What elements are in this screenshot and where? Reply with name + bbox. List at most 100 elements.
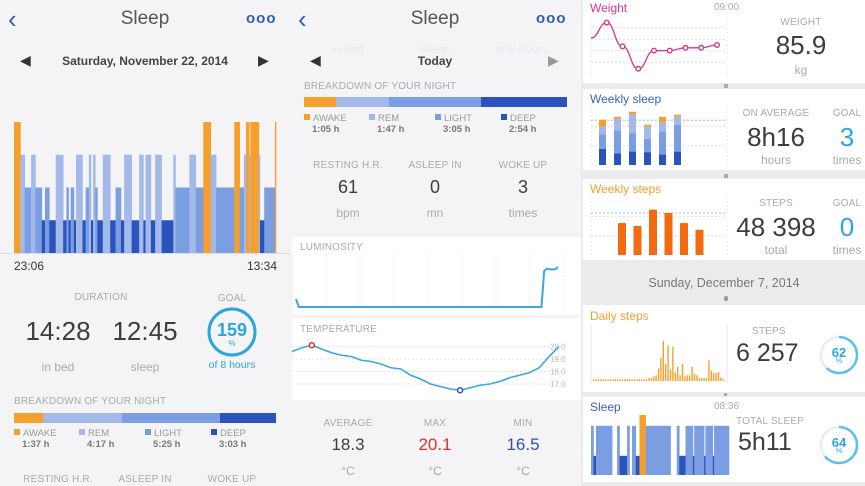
daily-steps-chart: [590, 325, 728, 383]
daily-steps-bar: [648, 378, 650, 381]
min-label: MIN: [513, 418, 533, 429]
daily-steps-bar: [595, 379, 597, 381]
weekly-sleep-bar-light: [674, 124, 681, 152]
daily-steps-title: Daily steps: [590, 309, 649, 323]
weekly-sleep-card[interactable]: Weekly sleep ON AVERAGE 8h16 hours GOAL …: [583, 89, 865, 170]
daily-steps-bar: [636, 379, 638, 381]
weight-value: 85.9: [775, 30, 827, 60]
legend-label: REM: [88, 428, 110, 439]
hypnogram-segment-light: [216, 187, 235, 253]
daily-steps-bar: [614, 379, 616, 381]
hypnogram-segment-light: [24, 187, 32, 253]
awake-swatch: [14, 429, 20, 435]
daily-steps-card[interactable]: Daily steps STEPS 6 257 62 %: [583, 305, 865, 392]
hypnogram-segment-rem: [173, 154, 176, 253]
breakdown-title: BREAKDOWN OF YOUR NIGHT: [304, 81, 457, 92]
hypnogram-segment-rem: [31, 154, 36, 253]
weekly-sleep-bar-awake: [614, 116, 621, 120]
hypnogram-segment-deep: [120, 220, 125, 253]
breakdown-segment-light: [121, 413, 221, 423]
daily-steps-bar: [703, 378, 705, 381]
daily-steps-bar: [667, 345, 669, 381]
legend-label: AWAKE: [313, 113, 347, 124]
hypnogram-segment-awake: [234, 122, 240, 253]
sleep-ring: [819, 425, 859, 465]
daily-steps-percent-sign: %: [835, 358, 843, 365]
sleep-detail-panel-left: ‹ Sleep ooo ◀ Saturday, November 22, 201…: [0, 0, 290, 486]
daily-steps-bar: [633, 379, 636, 381]
on-average-value: 8h16: [747, 122, 805, 152]
weight-point: [713, 42, 720, 49]
daily-steps-bar: [717, 371, 720, 381]
steps-unit: total: [764, 243, 788, 257]
daily-steps-percent: 62: [831, 345, 847, 360]
weekly-steps-card[interactable]: Weekly steps STEPS 48 398 total GOAL 0 t…: [583, 179, 865, 260]
hypnogram-segment-light: [645, 425, 671, 475]
asleep-in-label: ASLEEP IN: [118, 474, 172, 485]
hypnogram-segment-rem: [55, 154, 64, 253]
legend-label: LIGHT: [154, 428, 182, 439]
hypnogram-segment-rem: [139, 154, 144, 253]
more-dots-icon[interactable]: ooo: [246, 10, 277, 27]
hypnogram-segment-awake: [14, 122, 21, 253]
back-chevron-icon[interactable]: ‹: [8, 4, 17, 34]
legend-label: AWAKE: [23, 428, 57, 439]
hypnogram-segment-light: [627, 425, 630, 475]
hypnogram-segment-rem: [189, 154, 197, 253]
daily-steps-bar: [609, 379, 612, 381]
prev-day-arrow-icon[interactable]: ◀: [310, 52, 321, 68]
weekly-sleep-bar-rem: [659, 122, 666, 132]
sleep-percent-sign: %: [835, 448, 843, 455]
sleep-detail-panel-middle: ‹ Sleep ooo in bed sleep of 8 hours ◀ To…: [290, 0, 581, 486]
breakdown-segment-rem: [336, 97, 390, 107]
legend-value: 2:54 h: [509, 124, 537, 135]
steps-label: STEPS: [759, 198, 793, 209]
weekly-steps-bar: [649, 209, 657, 255]
back-chevron-icon[interactable]: ‹: [298, 4, 307, 34]
breakdown-segment-rem: [43, 413, 122, 423]
next-day-arrow-icon[interactable]: ▶: [548, 52, 559, 68]
daily-steps-bar: [701, 378, 703, 381]
end-time: 13:34: [247, 259, 278, 273]
deep-swatch: [211, 429, 217, 435]
hypnogram-chart: [14, 122, 277, 253]
goal-label: GOAL: [217, 293, 247, 304]
weekly-sleep-bar-deep: [674, 151, 681, 165]
daily-steps-bar: [617, 379, 619, 381]
legend-label: REM: [378, 113, 400, 124]
weight-time: 09:00: [714, 2, 740, 13]
legend-deep: DEEP 2:54 h: [501, 113, 536, 135]
temperature-title: TEMPERATURE: [300, 324, 378, 335]
daily-steps-bar: [705, 378, 708, 381]
hypnogram-segment-rem: [102, 154, 111, 253]
date-divider: Sunday, December 7, 2014: [581, 262, 865, 303]
prev-day-arrow-icon[interactable]: ◀: [20, 52, 31, 68]
weekly-steps-bar: [618, 223, 626, 255]
hypnogram-segment-light: [676, 425, 680, 475]
weekly-sleep-bar-awake: [659, 116, 666, 123]
hypnogram-segment-light: [35, 187, 43, 253]
hypnogram-baseline: [0, 253, 290, 254]
weight-line: [590, 21, 718, 70]
sleep-card[interactable]: Sleep 08:36 TOTAL SLEEP 5h11 64 %: [583, 397, 865, 482]
daily-steps-bar: [669, 369, 672, 381]
hypnogram-segment-light: [239, 187, 245, 253]
luminosity-line: [295, 266, 559, 308]
more-dots-icon[interactable]: ooo: [536, 10, 567, 27]
goal-percent-sign: %: [228, 339, 236, 348]
hypnogram-segment-light: [617, 425, 620, 475]
daily-steps-bar: [708, 360, 710, 381]
daily-steps-bar: [677, 366, 679, 381]
weight-card[interactable]: Weight 09:00 WEIGHT 85.9 kg: [583, 0, 865, 83]
max-unit: °C: [428, 464, 442, 478]
next-day-arrow-icon[interactable]: ▶: [258, 52, 269, 68]
daily-steps-bar: [693, 374, 696, 381]
hypnogram-segment-deep: [143, 220, 146, 253]
hypnogram-segment-deep: [131, 220, 140, 253]
goal-ring-progress: [207, 307, 257, 357]
average-value: 18.3: [331, 435, 365, 454]
breakdown-legend: AWAKE 1:05 h REM 1:47 h LIGHT 3:05 h DEEP 2:…: [304, 113, 566, 137]
hypnogram-segment-deep: [150, 220, 156, 253]
legend-value: 5:25 h: [153, 439, 181, 450]
dashboard-panel-right: Weight 09:00 WEIGHT 85.9 kg Weekly sleep…: [581, 0, 865, 486]
